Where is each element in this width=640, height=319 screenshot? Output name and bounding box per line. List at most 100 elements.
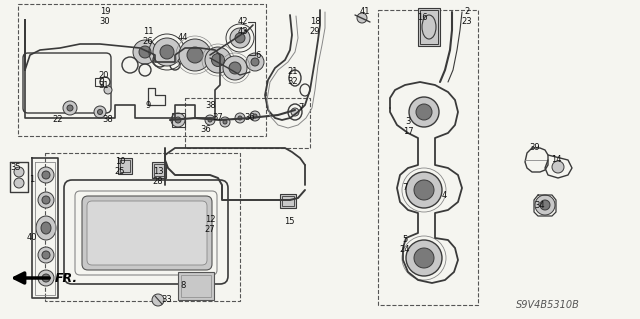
Ellipse shape: [253, 114, 257, 118]
Ellipse shape: [38, 247, 54, 263]
Text: 22: 22: [52, 115, 63, 124]
Text: 25: 25: [115, 167, 125, 176]
Bar: [118, 158, 132, 174]
Bar: [95, 78, 103, 86]
Ellipse shape: [235, 113, 245, 123]
Text: 27: 27: [205, 226, 215, 234]
Ellipse shape: [14, 178, 24, 188]
Text: 14: 14: [551, 155, 561, 165]
Ellipse shape: [220, 117, 230, 127]
Text: 2: 2: [465, 8, 470, 17]
Text: 21: 21: [288, 68, 298, 77]
Ellipse shape: [42, 196, 50, 204]
Ellipse shape: [208, 118, 212, 122]
Text: 28: 28: [153, 177, 163, 187]
Text: 32: 32: [288, 78, 298, 86]
Ellipse shape: [223, 120, 227, 124]
Ellipse shape: [152, 294, 164, 306]
Ellipse shape: [235, 33, 245, 43]
Text: 33: 33: [162, 295, 172, 305]
Ellipse shape: [153, 38, 181, 66]
Text: 26: 26: [143, 38, 154, 47]
Bar: [181, 275, 211, 297]
Text: 9: 9: [145, 100, 150, 109]
Text: 24: 24: [400, 246, 410, 255]
Ellipse shape: [211, 54, 225, 66]
Text: 13: 13: [153, 167, 163, 176]
Text: 36: 36: [244, 114, 255, 122]
Text: 8: 8: [180, 281, 186, 291]
Text: 19: 19: [100, 8, 110, 17]
Text: 41: 41: [360, 8, 371, 17]
Ellipse shape: [246, 53, 264, 71]
Ellipse shape: [38, 192, 54, 208]
Bar: [45, 153, 240, 301]
Ellipse shape: [38, 270, 54, 286]
Text: 35: 35: [11, 164, 21, 173]
Ellipse shape: [406, 240, 442, 276]
Bar: [378, 10, 478, 305]
Bar: [282, 196, 294, 206]
Ellipse shape: [291, 108, 299, 116]
Text: 16: 16: [417, 13, 428, 23]
Text: 44: 44: [178, 33, 188, 42]
Ellipse shape: [251, 58, 259, 66]
Bar: [185, 98, 310, 148]
Ellipse shape: [552, 161, 564, 173]
Text: 29: 29: [310, 27, 320, 36]
Text: 11: 11: [143, 27, 153, 36]
Ellipse shape: [205, 47, 231, 73]
FancyBboxPatch shape: [82, 196, 212, 270]
Text: 6: 6: [255, 50, 260, 60]
Text: 4: 4: [442, 191, 447, 201]
Bar: [420, 10, 438, 44]
Ellipse shape: [540, 200, 550, 210]
Text: 1: 1: [29, 175, 35, 184]
Ellipse shape: [238, 116, 242, 120]
Text: 31: 31: [99, 81, 109, 91]
Ellipse shape: [104, 86, 112, 94]
Ellipse shape: [179, 39, 211, 71]
Text: 30: 30: [100, 18, 110, 26]
Bar: [152, 162, 166, 178]
Bar: [178, 272, 214, 300]
Text: 37: 37: [212, 114, 223, 122]
Text: 3: 3: [405, 117, 411, 127]
Ellipse shape: [63, 101, 77, 115]
Text: 42: 42: [237, 18, 248, 26]
Ellipse shape: [175, 117, 181, 123]
Text: 43: 43: [237, 27, 248, 36]
Ellipse shape: [406, 172, 442, 208]
Text: 15: 15: [284, 218, 294, 226]
Bar: [120, 160, 130, 172]
Ellipse shape: [14, 167, 24, 177]
Text: 38: 38: [102, 115, 113, 124]
Ellipse shape: [42, 251, 50, 259]
Ellipse shape: [250, 111, 260, 121]
Ellipse shape: [97, 109, 102, 115]
Text: 18: 18: [310, 18, 320, 26]
Text: FR.: FR.: [55, 271, 78, 285]
Ellipse shape: [205, 115, 215, 125]
FancyBboxPatch shape: [87, 201, 207, 265]
Text: S9V4B5310B: S9V4B5310B: [516, 300, 580, 310]
Text: 23: 23: [461, 18, 472, 26]
Ellipse shape: [187, 47, 203, 63]
Ellipse shape: [414, 248, 434, 268]
Ellipse shape: [414, 180, 434, 200]
Text: 10: 10: [115, 158, 125, 167]
Ellipse shape: [36, 216, 56, 240]
Ellipse shape: [67, 105, 73, 111]
Text: 12: 12: [205, 216, 215, 225]
Ellipse shape: [160, 45, 174, 59]
Ellipse shape: [230, 28, 250, 48]
Text: 17: 17: [403, 128, 413, 137]
Bar: [172, 113, 185, 127]
Ellipse shape: [229, 62, 241, 74]
Ellipse shape: [223, 56, 247, 80]
Text: 38: 38: [205, 100, 216, 109]
Ellipse shape: [416, 104, 432, 120]
Ellipse shape: [357, 13, 367, 23]
Text: 7: 7: [403, 183, 408, 192]
Text: 7: 7: [298, 103, 304, 113]
